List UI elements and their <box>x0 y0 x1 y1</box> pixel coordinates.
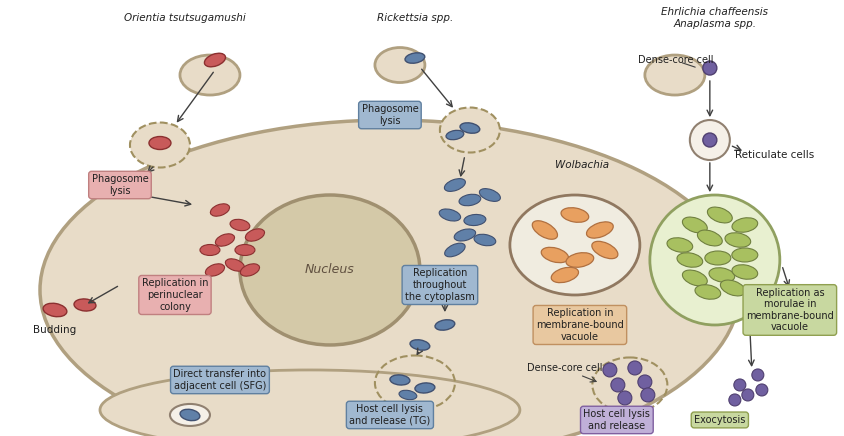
Ellipse shape <box>707 207 733 223</box>
Text: Replication in
membrane-bound
vacuole: Replication in membrane-bound vacuole <box>536 308 624 341</box>
Ellipse shape <box>445 243 465 257</box>
Text: Anaplasma spp.: Anaplasma spp. <box>674 19 756 29</box>
Text: Budding: Budding <box>34 325 77 335</box>
Ellipse shape <box>566 253 593 267</box>
Ellipse shape <box>682 218 708 232</box>
Ellipse shape <box>445 179 465 191</box>
Ellipse shape <box>240 265 260 276</box>
Ellipse shape <box>618 391 632 405</box>
Ellipse shape <box>200 245 220 255</box>
Ellipse shape <box>603 363 617 377</box>
Ellipse shape <box>706 250 730 266</box>
Ellipse shape <box>230 219 250 231</box>
Ellipse shape <box>180 55 240 95</box>
Ellipse shape <box>240 195 420 345</box>
Ellipse shape <box>215 234 235 246</box>
Ellipse shape <box>454 229 476 241</box>
Ellipse shape <box>587 222 614 238</box>
Ellipse shape <box>130 123 190 167</box>
Ellipse shape <box>510 195 640 295</box>
Ellipse shape <box>641 388 655 402</box>
Ellipse shape <box>682 271 708 285</box>
Ellipse shape <box>732 265 758 279</box>
Ellipse shape <box>733 379 746 391</box>
Ellipse shape <box>464 215 486 225</box>
Ellipse shape <box>460 123 479 133</box>
Ellipse shape <box>677 253 703 267</box>
Ellipse shape <box>732 218 758 232</box>
Ellipse shape <box>210 204 230 216</box>
Ellipse shape <box>541 247 569 262</box>
Ellipse shape <box>459 194 481 206</box>
FancyBboxPatch shape <box>0 0 844 41</box>
Ellipse shape <box>709 268 734 282</box>
Ellipse shape <box>474 234 495 246</box>
Ellipse shape <box>551 267 578 283</box>
Text: Orientia tsutsugamushi: Orientia tsutsugamushi <box>124 13 246 23</box>
Ellipse shape <box>40 120 740 436</box>
Ellipse shape <box>628 361 641 375</box>
Ellipse shape <box>440 108 500 153</box>
Ellipse shape <box>170 404 210 426</box>
Ellipse shape <box>390 375 410 385</box>
Ellipse shape <box>439 209 461 221</box>
Ellipse shape <box>235 245 255 255</box>
Text: Host cell lysis
and release: Host cell lysis and release <box>583 409 651 431</box>
Text: Replication
throughout
the cytoplasm: Replication throughout the cytoplasm <box>405 269 475 302</box>
Ellipse shape <box>410 340 430 350</box>
Text: Ehrlichia chaffeensis: Ehrlichia chaffeensis <box>662 7 768 17</box>
Text: Replication as
morulae in
membrane-bound
vacuole: Replication as morulae in membrane-bound… <box>746 288 834 332</box>
Text: Reticulate cells: Reticulate cells <box>735 150 814 160</box>
Ellipse shape <box>752 369 764 381</box>
Ellipse shape <box>74 299 96 311</box>
Ellipse shape <box>479 189 500 201</box>
Ellipse shape <box>721 280 745 296</box>
Text: Nucleus: Nucleus <box>305 263 354 276</box>
Ellipse shape <box>742 389 754 401</box>
Ellipse shape <box>415 383 435 393</box>
Ellipse shape <box>245 229 265 241</box>
Text: Dense-core cell: Dense-core cell <box>528 363 603 373</box>
Text: Host cell lysis
and release (TG): Host cell lysis and release (TG) <box>349 404 430 426</box>
Ellipse shape <box>561 208 589 222</box>
Ellipse shape <box>375 48 425 82</box>
Ellipse shape <box>435 320 455 330</box>
Ellipse shape <box>695 285 721 299</box>
Ellipse shape <box>592 241 618 259</box>
Text: Phagosome
lysis: Phagosome lysis <box>92 174 149 196</box>
Circle shape <box>650 195 780 325</box>
Circle shape <box>690 120 730 160</box>
Text: Exocytosis: Exocytosis <box>694 415 745 425</box>
Ellipse shape <box>204 53 225 67</box>
Ellipse shape <box>43 303 67 317</box>
Ellipse shape <box>697 231 722 245</box>
Text: Wolbachia: Wolbachia <box>555 160 609 170</box>
Ellipse shape <box>399 390 417 400</box>
Ellipse shape <box>645 55 705 95</box>
Ellipse shape <box>611 378 625 392</box>
Ellipse shape <box>180 409 200 421</box>
Ellipse shape <box>205 264 225 276</box>
Ellipse shape <box>729 394 741 406</box>
Ellipse shape <box>405 53 425 63</box>
Text: Rickettsia spp.: Rickettsia spp. <box>376 13 453 23</box>
Ellipse shape <box>703 133 717 147</box>
Ellipse shape <box>638 375 652 389</box>
Ellipse shape <box>667 238 693 252</box>
Ellipse shape <box>149 136 171 150</box>
Ellipse shape <box>225 259 245 271</box>
Ellipse shape <box>100 370 520 436</box>
Ellipse shape <box>732 248 758 262</box>
Text: Dense-core cell: Dense-core cell <box>638 55 713 65</box>
Ellipse shape <box>703 61 717 75</box>
Text: Phagosome
lysis: Phagosome lysis <box>361 104 419 126</box>
Ellipse shape <box>725 233 750 247</box>
Text: Direct transfer into
adjacent cell (SFG): Direct transfer into adjacent cell (SFG) <box>174 369 267 391</box>
Text: Replication in
perinuclear
colony: Replication in perinuclear colony <box>142 278 208 312</box>
Ellipse shape <box>533 221 558 239</box>
Ellipse shape <box>756 384 768 396</box>
Ellipse shape <box>446 130 464 140</box>
